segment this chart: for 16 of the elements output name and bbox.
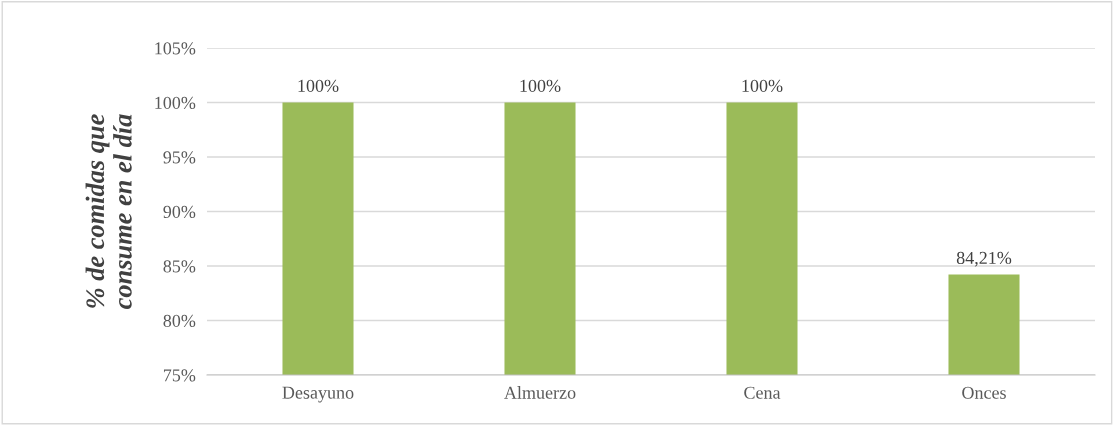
- data-label: 100%: [742, 79, 783, 92]
- y-tick-label: 90%: [163, 205, 196, 218]
- x-tick-label: Desayuno: [282, 386, 354, 403]
- y-tick-label: 100%: [155, 96, 196, 109]
- x-tick-label: Cena: [744, 386, 781, 399]
- data-label: 84,21%: [956, 251, 1012, 267]
- x-tick-label: Almuerzo: [504, 386, 576, 399]
- y-tick-label: 75%: [163, 369, 196, 382]
- y-tick-label: 85%: [163, 260, 196, 273]
- y-axis-title: % de comidas que consume en el día: [85, 114, 132, 309]
- data-label: 100%: [520, 79, 561, 92]
- y-tick-label: 80%: [163, 314, 196, 327]
- x-tick-label: Onces: [962, 386, 1006, 399]
- y-tick-label: 105%: [155, 42, 196, 55]
- data-label: 100%: [298, 79, 339, 92]
- y-tick-label: 95%: [163, 151, 196, 164]
